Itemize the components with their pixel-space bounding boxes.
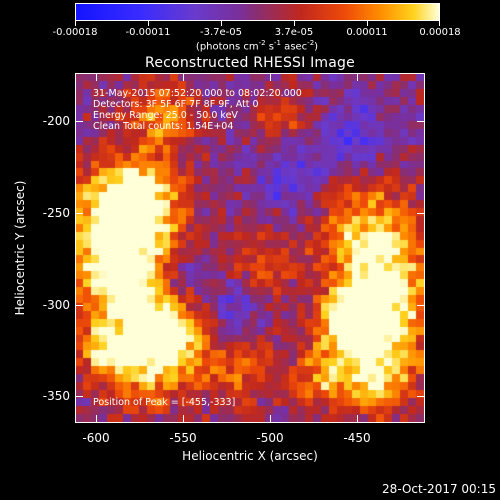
y-tick-label: -250 xyxy=(42,206,70,220)
y-major-tick-right xyxy=(417,213,425,214)
y-major-tick-right xyxy=(417,396,425,397)
x-major-tick xyxy=(357,415,358,423)
render-timestamp: 28-Oct-2017 00:15 xyxy=(382,482,496,496)
x-tick-label: -450 xyxy=(343,431,371,445)
y-major-tick xyxy=(75,213,83,214)
rhessi-image-plot xyxy=(75,73,425,423)
y-tick-label: -200 xyxy=(42,114,70,128)
x-major-tick-top xyxy=(183,73,184,81)
x-axis-label: Heliocentric X (arcsec) xyxy=(182,449,318,463)
colorbar-tick-label: -3.7e-05 xyxy=(200,27,242,38)
colorbar-tick-label: -0.00011 xyxy=(125,27,171,38)
x-tick-label: -550 xyxy=(169,431,197,445)
colorbar-tick xyxy=(439,21,440,26)
x-major-tick xyxy=(96,415,97,423)
image-title: Reconstructed RHESSI Image xyxy=(145,55,355,71)
colorbar-tick xyxy=(294,21,295,26)
colorbar-tick xyxy=(148,21,149,26)
y-major-tick-right xyxy=(417,305,425,306)
colorbar-tick xyxy=(75,21,76,26)
x-major-tick-top xyxy=(357,73,358,81)
x-tick-label: -500 xyxy=(256,431,284,445)
y-axis-label: Heliocentric Y (arcsec) xyxy=(13,180,27,316)
colorbar-tick-label: 3.7e-05 xyxy=(274,27,314,38)
colorbar-tick-label: -0.00018 xyxy=(52,27,98,38)
y-major-tick xyxy=(75,305,83,306)
info-energy-range: Energy Range: 25.0 - 50.0 keV xyxy=(93,110,238,121)
x-major-tick-top xyxy=(96,73,97,81)
colorbar-tick-label: 0.00011 xyxy=(346,27,388,38)
x-tick-label: -600 xyxy=(82,431,110,445)
rhessi-image-canvas xyxy=(76,74,424,422)
colorbar-tick xyxy=(367,21,368,26)
x-major-tick-top xyxy=(270,73,271,81)
info-clean-counts: Clean Total counts: 1.54E+04 xyxy=(93,121,234,132)
info-detectors: Detectors: 3F 5F 6F 7F 8F 9F, Att 0 xyxy=(93,99,259,110)
y-tick-label: -300 xyxy=(42,298,70,312)
y-tick-label: -350 xyxy=(42,389,70,403)
colorbar-tick-label: 0.00018 xyxy=(419,27,461,38)
y-major-tick xyxy=(75,121,83,122)
x-major-tick xyxy=(270,415,271,423)
colorbar-tick xyxy=(221,21,222,26)
y-major-tick-right xyxy=(417,121,425,122)
colorbar-units: (photons cm-2 s-1 asec-2) xyxy=(195,39,319,53)
info-time-range: 31-May-2015 07:52:20.000 to 08:02:20.000 xyxy=(93,88,302,99)
y-major-tick xyxy=(75,396,83,397)
x-major-tick xyxy=(183,415,184,423)
colorbar xyxy=(75,3,440,21)
info-peak-position: Position of Peak = [-455,-333] xyxy=(93,397,236,408)
